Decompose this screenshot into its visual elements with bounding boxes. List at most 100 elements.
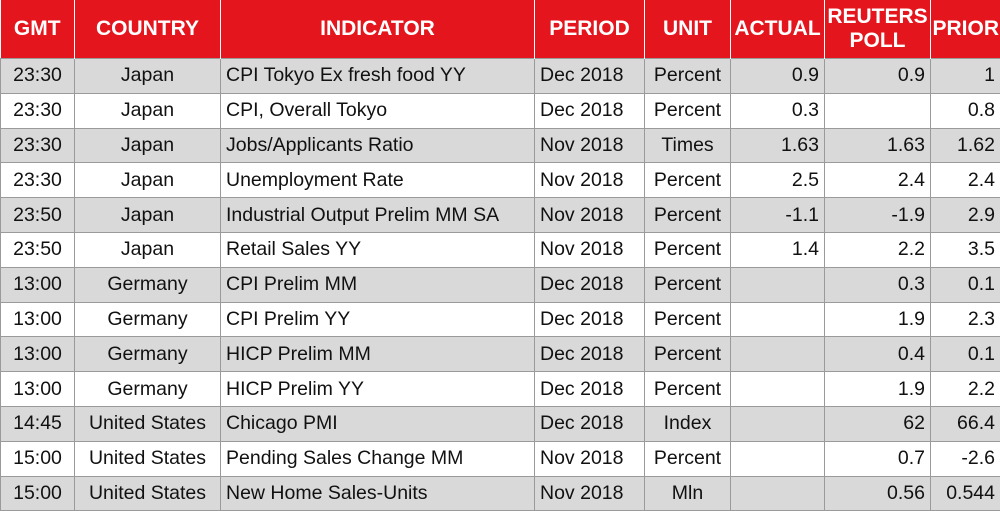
cell-actual bbox=[730, 405, 825, 442]
cell-unit: Percent bbox=[644, 440, 731, 477]
cell-reuters-poll: 1.63 bbox=[824, 127, 931, 164]
cell-gmt: 13:00 bbox=[0, 371, 75, 407]
cell-period: Dec 2018 bbox=[534, 301, 645, 338]
cell-country: Germany bbox=[74, 266, 221, 303]
cell-unit: Percent bbox=[644, 92, 731, 129]
cell-country: Japan bbox=[74, 231, 221, 268]
cell-reuters-poll: 1.9 bbox=[824, 301, 931, 338]
cell-indicator: HICP Prelim YY bbox=[220, 371, 535, 407]
cell-prior: -2.6 bbox=[930, 440, 1000, 477]
cell-indicator: Pending Sales Change MM bbox=[220, 440, 535, 477]
cell-country: United States bbox=[74, 475, 221, 511]
cell-indicator: CPI, Overall Tokyo bbox=[220, 92, 535, 129]
cell-unit: Index bbox=[644, 405, 731, 442]
cell-actual bbox=[730, 475, 825, 511]
cell-prior: 0.8 bbox=[930, 92, 1000, 129]
cell-actual: 0.9 bbox=[730, 58, 825, 94]
cell-country: Japan bbox=[74, 92, 221, 129]
cell-indicator: New Home Sales-Units bbox=[220, 475, 535, 511]
cell-unit: Percent bbox=[644, 197, 731, 233]
cell-reuters-poll: 0.56 bbox=[824, 475, 931, 511]
cell-gmt: 23:30 bbox=[0, 58, 75, 94]
cell-actual: 1.63 bbox=[730, 127, 825, 164]
table-row: 13:00 Germany HICP Prelim YY Dec 2018 Percen… bbox=[0, 371, 1000, 407]
cell-indicator: Unemployment Rate bbox=[220, 162, 535, 199]
cell-period: Nov 2018 bbox=[534, 162, 645, 199]
cell-gmt: 15:00 bbox=[0, 475, 75, 511]
cell-gmt: 14:45 bbox=[0, 405, 75, 442]
cell-gmt: 23:30 bbox=[0, 162, 75, 199]
cell-country: Germany bbox=[74, 371, 221, 407]
cell-unit: Percent bbox=[644, 162, 731, 199]
header-indicator: INDICATOR bbox=[220, 0, 535, 59]
cell-prior: 1.62 bbox=[930, 127, 1000, 164]
cell-reuters-poll bbox=[824, 92, 931, 129]
cell-reuters-poll: 62 bbox=[824, 405, 931, 442]
cell-country: Japan bbox=[74, 197, 221, 233]
header-country: COUNTRY bbox=[74, 0, 221, 59]
cell-actual bbox=[730, 336, 825, 373]
header-prior: PRIOR bbox=[930, 0, 1000, 59]
table-row: 23:50 Japan Industrial Output Prelim MM SA… bbox=[0, 197, 1000, 233]
cell-period: Dec 2018 bbox=[534, 371, 645, 407]
cell-indicator: CPI Prelim MM bbox=[220, 266, 535, 303]
cell-unit: Percent bbox=[644, 58, 731, 94]
cell-country: United States bbox=[74, 440, 221, 477]
cell-actual bbox=[730, 301, 825, 338]
cell-period: Nov 2018 bbox=[534, 127, 645, 164]
cell-period: Dec 2018 bbox=[534, 336, 645, 373]
cell-period: Nov 2018 bbox=[534, 231, 645, 268]
header-unit: UNIT bbox=[644, 0, 731, 59]
table-row: 13:00 Germany CPI Prelim MM Dec 2018 Percent… bbox=[0, 266, 1000, 303]
cell-prior: 66.4 bbox=[930, 405, 1000, 442]
cell-period: Dec 2018 bbox=[534, 92, 645, 129]
cell-country: Germany bbox=[74, 301, 221, 338]
cell-period: Dec 2018 bbox=[534, 266, 645, 303]
cell-reuters-poll: -1.9 bbox=[824, 197, 931, 233]
cell-indicator: Retail Sales YY bbox=[220, 231, 535, 268]
cell-prior: 2.4 bbox=[930, 162, 1000, 199]
cell-reuters-poll: 2.4 bbox=[824, 162, 931, 199]
cell-reuters-poll: 0.3 bbox=[824, 266, 931, 303]
cell-unit: Percent bbox=[644, 266, 731, 303]
table-row: 23:30 Japan Unemployment Rate Nov 2018 Perce… bbox=[0, 162, 1000, 199]
cell-unit: Mln bbox=[644, 475, 731, 511]
cell-country: Japan bbox=[74, 162, 221, 199]
cell-country: United States bbox=[74, 405, 221, 442]
cell-prior: 0.544 bbox=[930, 475, 1000, 511]
cell-indicator: CPI Prelim YY bbox=[220, 301, 535, 338]
cell-reuters-poll: 0.9 bbox=[824, 58, 931, 94]
cell-actual bbox=[730, 440, 825, 477]
cell-prior: 2.3 bbox=[930, 301, 1000, 338]
cell-actual bbox=[730, 266, 825, 303]
cell-gmt: 23:50 bbox=[0, 197, 75, 233]
header-gmt: GMT bbox=[0, 0, 75, 59]
cell-unit: Percent bbox=[644, 336, 731, 373]
cell-gmt: 13:00 bbox=[0, 266, 75, 303]
cell-period: Dec 2018 bbox=[534, 58, 645, 94]
cell-gmt: 23:30 bbox=[0, 92, 75, 129]
cell-unit: Percent bbox=[644, 301, 731, 338]
cell-prior: 2.9 bbox=[930, 197, 1000, 233]
cell-reuters-poll: 0.7 bbox=[824, 440, 931, 477]
table-row: 13:00 Germany HICP Prelim MM Dec 2018 Percen… bbox=[0, 336, 1000, 373]
cell-country: Japan bbox=[74, 58, 221, 94]
cell-actual bbox=[730, 371, 825, 407]
cell-period: Nov 2018 bbox=[534, 440, 645, 477]
cell-unit: Percent bbox=[644, 371, 731, 407]
cell-indicator: Industrial Output Prelim MM SA bbox=[220, 197, 535, 233]
cell-prior: 1 bbox=[930, 58, 1000, 94]
table-row: 23:30 Japan CPI Tokyo Ex fresh food YY Dec … bbox=[0, 58, 1000, 94]
cell-reuters-poll: 2.2 bbox=[824, 231, 931, 268]
header-actual: ACTUAL bbox=[730, 0, 825, 59]
table-row: 13:00 Germany CPI Prelim YY Dec 2018 Percent… bbox=[0, 301, 1000, 338]
header-row: GMT COUNTRY INDICATOR PERIOD UNIT ACTUAL… bbox=[0, 0, 1000, 59]
cell-reuters-poll: 0.4 bbox=[824, 336, 931, 373]
header-period: PERIOD bbox=[534, 0, 645, 59]
table-row: 23:30 Japan Jobs/Applicants Ratio Nov 2018 T… bbox=[0, 127, 1000, 164]
cell-prior: 2.2 bbox=[930, 371, 1000, 407]
table-row: 14:45 United States Chicago PMI Dec 2018 Ind… bbox=[0, 405, 1000, 442]
cell-country: Germany bbox=[74, 336, 221, 373]
table-row: 23:30 Japan CPI, Overall Tokyo Dec 2018 Perc… bbox=[0, 92, 1000, 129]
